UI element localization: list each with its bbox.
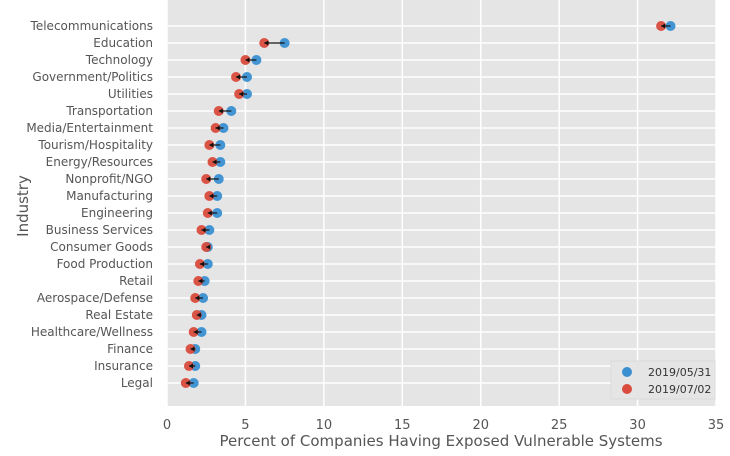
category-label: Tourism/Hospitality <box>37 138 153 152</box>
change-arrowhead <box>212 159 217 165</box>
category-label: Engineering <box>81 206 153 220</box>
change-arrowhead <box>661 23 666 29</box>
legend-label: 2019/07/02 <box>648 383 711 396</box>
change-arrowhead <box>207 210 212 216</box>
x-tick-label: 5 <box>241 418 249 433</box>
category-label: Consumer Goods <box>50 240 153 254</box>
category-label: Business Services <box>46 223 153 237</box>
category-label: Energy/Resources <box>46 155 153 169</box>
plot-background <box>167 0 716 406</box>
change-arrowhead <box>201 227 206 233</box>
change-arrowhead <box>206 244 211 250</box>
category-label: Government/Politics <box>32 70 153 84</box>
category-label: Nonprofit/NGO <box>65 172 153 186</box>
category-label: Aerospace/Defense <box>37 291 153 305</box>
change-arrowhead <box>193 329 198 335</box>
x-tick-label: 25 <box>551 418 568 433</box>
legend-marker <box>622 384 632 394</box>
category-label: Retail <box>119 274 153 288</box>
change-arrowhead <box>245 57 250 63</box>
change-arrowhead <box>185 380 190 386</box>
change-arrowhead <box>218 108 223 114</box>
x-tick-label: 30 <box>629 418 646 433</box>
change-arrowhead <box>215 125 220 131</box>
x-tick-label: 35 <box>708 418 725 433</box>
category-label: Legal <box>121 376 153 390</box>
x-tick-labels: 0 5 10 15 20 25 30 35 <box>163 418 724 433</box>
change-arrowhead <box>209 193 214 199</box>
change-arrowhead <box>198 278 203 284</box>
x-tick-label: 20 <box>472 418 489 433</box>
category-label: Technology <box>85 53 153 67</box>
x-axis-title: Percent of Companies Having Exposed Vuln… <box>219 432 662 450</box>
change-arrowhead <box>209 142 214 148</box>
category-labels: Telecommunications Education Technology Gov… <box>26 19 153 390</box>
change-arrowhead <box>190 346 195 352</box>
connectors <box>185 23 671 386</box>
change-arrowhead <box>199 261 204 267</box>
change-arrowhead <box>239 91 244 97</box>
change-arrowhead <box>196 312 201 318</box>
category-label: Media/Entertainment <box>26 121 153 135</box>
change-arrowhead <box>236 74 241 80</box>
change-arrowhead <box>264 40 269 46</box>
change-arrowhead <box>206 176 211 182</box>
category-label: Finance <box>107 342 153 356</box>
grid-lines <box>166 0 717 406</box>
category-label: Education <box>93 36 153 50</box>
category-label: Manufacturing <box>66 189 153 203</box>
category-label: Transportation <box>65 104 153 118</box>
x-tick-label: 15 <box>394 418 411 433</box>
legend-marker <box>622 367 632 377</box>
category-label: Insurance <box>94 359 153 373</box>
legend-label: 2019/05/31 <box>648 366 711 379</box>
category-label: Telecommunications <box>30 19 153 33</box>
category-label: Healthcare/Wellness <box>31 325 153 339</box>
legend: 2019/05/31 2019/07/02 <box>610 360 716 400</box>
x-tick-label: 10 <box>316 418 333 433</box>
y-axis-title: Industry <box>14 175 32 237</box>
category-label: Food Production <box>57 257 153 271</box>
change-arrowhead <box>195 295 200 301</box>
category-label: Real Estate <box>85 308 153 322</box>
change-arrowhead <box>188 363 193 369</box>
x-tick-label: 0 <box>163 418 171 433</box>
category-label: Utilities <box>108 87 153 101</box>
